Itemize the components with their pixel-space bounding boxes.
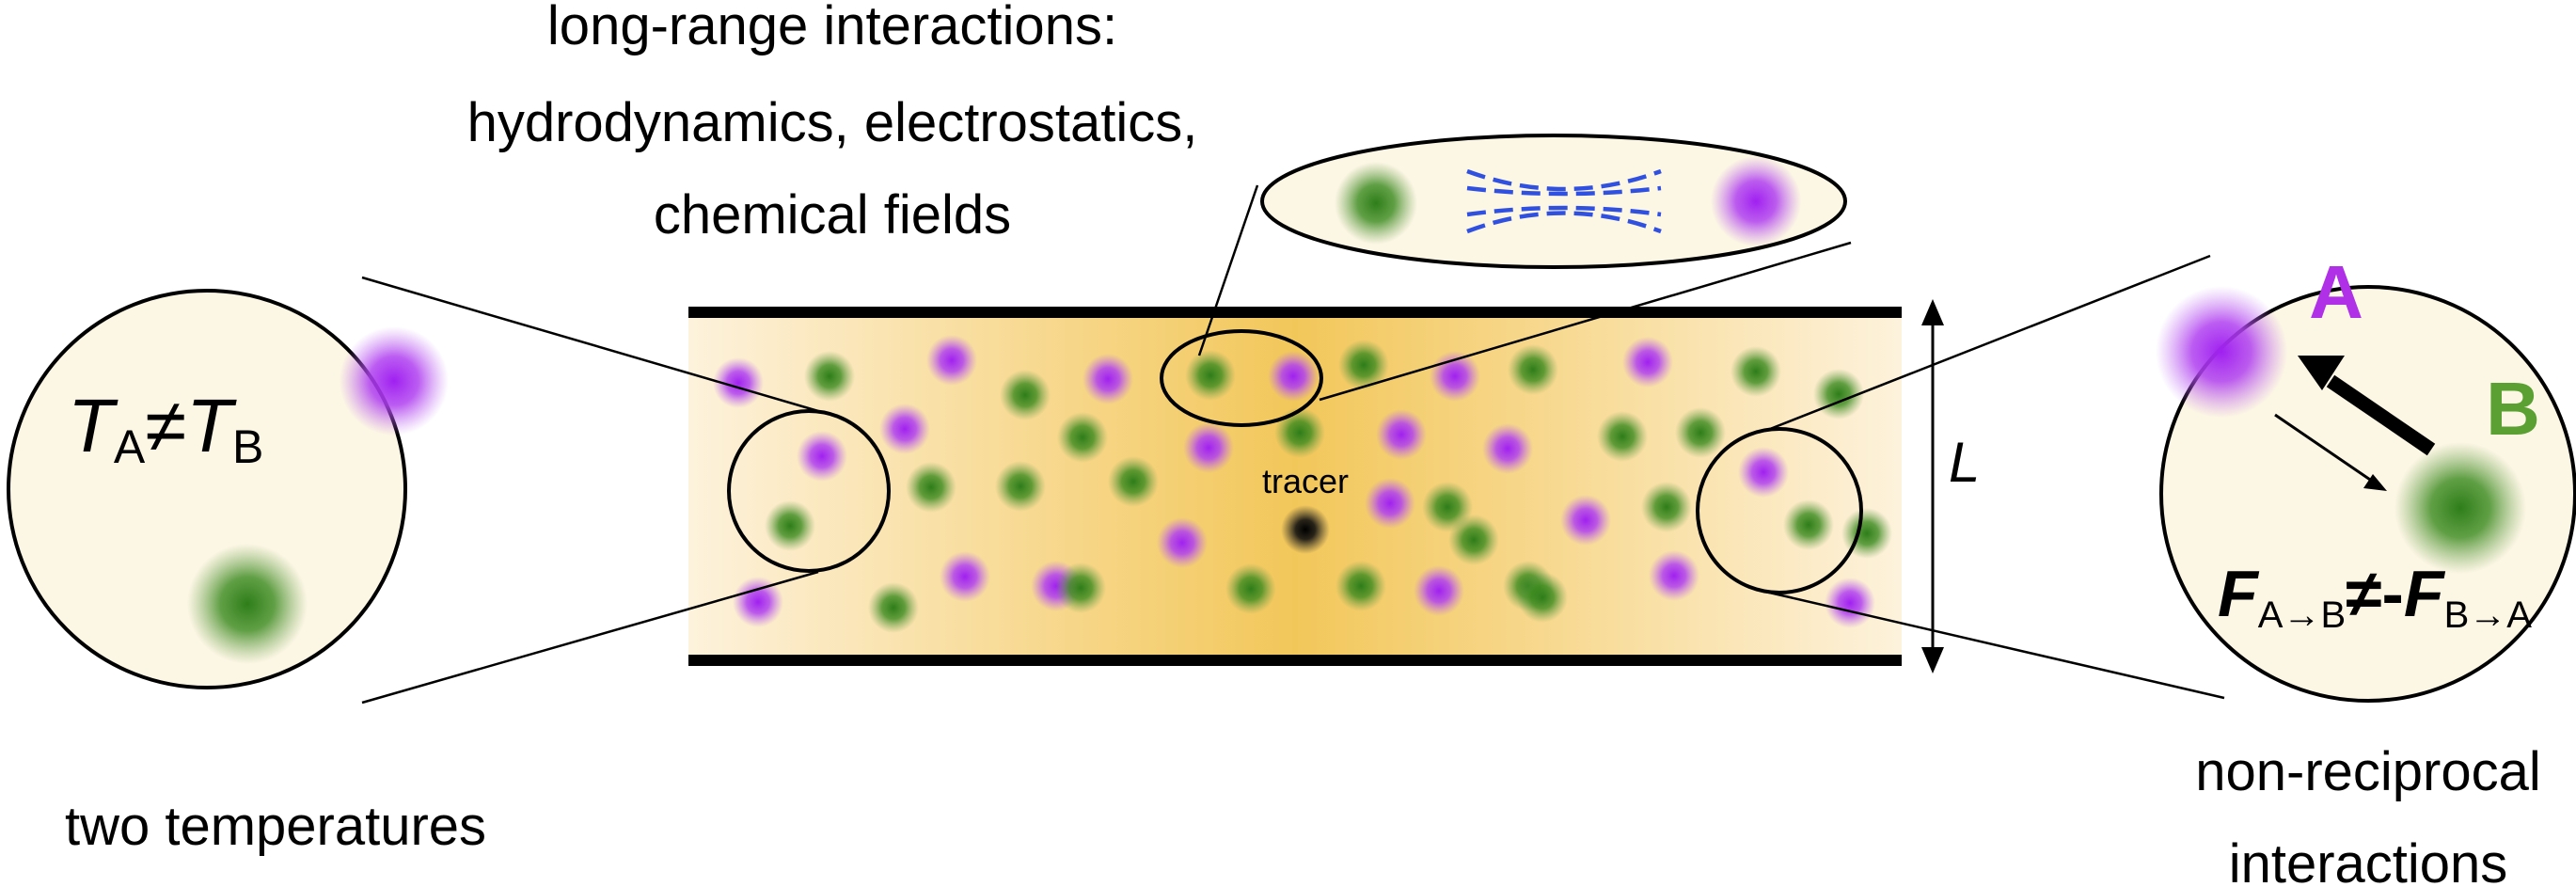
species-b-particle (1597, 411, 1648, 462)
species-a-label: A (2309, 250, 2363, 334)
force-not-equal-sign: ≠- (2346, 557, 2404, 630)
force-symbol-ba: F (2404, 557, 2446, 630)
channel-bottom-wall (688, 655, 1902, 666)
long-range-title-line-3: chemical fields (654, 184, 1011, 246)
species-b-particle (1508, 344, 1558, 395)
species-b-particle (1274, 407, 1325, 458)
temperature-symbol-a: T (68, 384, 119, 467)
tracer-label: tracer (1262, 462, 1349, 500)
antiparallel-arrows-icon (2274, 356, 2436, 491)
species-a-particle (1430, 351, 1480, 402)
species-b-particle (1185, 350, 1236, 401)
long-range-interactions-inset (1260, 134, 1847, 269)
non-reciprocal-caption-line-1: non-reciprocal (2195, 741, 2541, 802)
channel-top-wall (688, 307, 1902, 318)
species-a-particle (1482, 423, 1533, 474)
species-b-particle (1641, 482, 1692, 532)
channel-particles (713, 335, 1892, 633)
species-a-particle (1268, 351, 1319, 402)
species-a-particle (1649, 550, 1699, 601)
species-a-particle (1183, 422, 1234, 473)
species-a-particle (713, 357, 764, 408)
species-a-particle (1825, 578, 1875, 628)
species-b-particle (804, 351, 855, 402)
two-temperatures-caption: two temperatures (65, 796, 486, 857)
species-a-particle (1560, 495, 1611, 546)
species-a-particle (797, 431, 847, 482)
species-b-particle (1783, 499, 1834, 550)
species-b-particle (1000, 370, 1051, 420)
species-a-particle (1157, 517, 1208, 568)
species-a-particle (1376, 409, 1427, 460)
species-a-particle (1414, 565, 1464, 616)
species-b-particle (1225, 563, 1276, 614)
species-a-particle (733, 577, 783, 627)
species-a-particle (940, 551, 990, 602)
long-range-title-line-1: long-range interactions: (547, 0, 1117, 56)
species-b-particle (1108, 456, 1159, 507)
species-b-particle (995, 461, 1046, 512)
svg-text:TA≠TB: TA≠TB (68, 384, 263, 473)
species-a-particle (1738, 447, 1789, 498)
species-b-particle (1448, 515, 1499, 565)
force-subscript-ba: B→A (2444, 594, 2533, 636)
non-reciprocal-inset: A B FA→B≠-FB→A (2156, 250, 2576, 703)
species-b-particle (1057, 412, 1108, 463)
force-subscript-ab: A→B (2258, 594, 2346, 636)
temperature-subscript-a: A (114, 420, 146, 473)
species-a-particle (1622, 337, 1673, 388)
species-b-particle (868, 582, 919, 633)
species-a-particle (1083, 354, 1133, 404)
temperature-subscript-b: B (232, 420, 263, 473)
species-b-particle (1335, 561, 1386, 611)
species-a-particle (1365, 478, 1415, 529)
dashed-field-lines-icon (1466, 168, 1662, 234)
svg-text:FA→B≠-FB→A: FA→B≠-FB→A (2218, 557, 2532, 636)
species-b-particle (1517, 572, 1568, 623)
channel-width-label: L (1949, 431, 1980, 494)
force-symbol-ab: F (2218, 557, 2260, 630)
species-b-particle (906, 462, 956, 513)
species-b-label: B (2486, 367, 2540, 451)
right-magnifier-circle (1696, 427, 1863, 594)
top-magnifier-ellipse (1160, 329, 1323, 427)
long-range-title-line-2: hydrodynamics, electrostatics, (467, 92, 1198, 153)
species-b-particle (1731, 346, 1781, 397)
tracer-particle (1281, 505, 1330, 554)
two-temperatures-inset: TA≠TB (7, 289, 449, 689)
species-b-particle (1055, 562, 1106, 613)
species-b-particle (1338, 340, 1389, 390)
species-b-particle (1675, 407, 1726, 458)
double-headed-vertical-arrow-icon (1921, 299, 1944, 673)
species-a-particle (879, 404, 930, 454)
inset-connector-lines (361, 184, 2225, 705)
non-reciprocal-caption-line-2: interactions (2229, 833, 2508, 887)
species-a-particle (926, 335, 977, 386)
not-equal-sign: ≠ (145, 384, 186, 467)
left-magnifier-circle (727, 409, 891, 573)
species-b-particle (765, 500, 815, 551)
temperature-symbol-b: T (186, 384, 237, 467)
